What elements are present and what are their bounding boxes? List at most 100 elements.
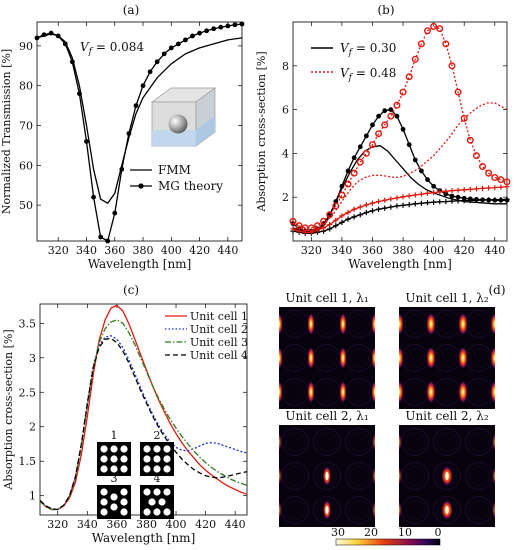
- panel-a-series-2-point: [133, 103, 139, 109]
- field-map-ring: [317, 466, 337, 486]
- unit-cell-hole: [163, 508, 171, 516]
- panel-a-series-2-point: [91, 194, 96, 200]
- panel-b-series-2-point: [363, 133, 369, 139]
- field-map-hotspot: [372, 433, 375, 451]
- panel-b-series-3-point: [351, 214, 357, 220]
- panel-b-series-6-point: [406, 193, 412, 199]
- panel-b-series-3-point: [406, 202, 412, 208]
- panel-d: Unit cell 1, λ₁ Unit cell 1, λ₂ Unit cel…: [279, 291, 495, 546]
- panel-b-series-6-point: [492, 184, 498, 191]
- field-map-hotspot: [307, 347, 315, 369]
- panel-b-series-6-point: [351, 206, 357, 212]
- field-map-hotspot: [399, 467, 402, 485]
- field-map-hotspot: [458, 313, 468, 335]
- panel-b-series-6-point: [320, 225, 327, 231]
- field-map-ring: [405, 466, 425, 486]
- panel-b-series-3-point: [486, 197, 492, 203]
- panel-b-series-3-point: [400, 202, 406, 208]
- panel-c-series-3-line: [39, 319, 248, 511]
- panel-b-series-2-point: [449, 193, 455, 199]
- unit-cell-hole: [143, 455, 151, 463]
- field-map-ring: [349, 466, 369, 486]
- unit-cell-hole: [120, 488, 128, 496]
- panel-b-series-6-point: [498, 184, 504, 190]
- panel-b-xtick-label: 380: [393, 244, 414, 257]
- panel-b-series-5-point: [436, 25, 444, 33]
- field-map-hotspot: [339, 381, 347, 403]
- field-map-ring: [345, 462, 373, 490]
- panel-a-ytick-label: 80: [19, 80, 33, 93]
- panel-b-series-3-point: [339, 219, 345, 225]
- panel-b-series-5-point: [411, 55, 419, 63]
- panel-a-series-2-point: [84, 139, 89, 144]
- panel-b-series-2-point: [357, 144, 363, 150]
- field-map-ring: [437, 500, 457, 520]
- field-map-hotspot: [399, 501, 402, 519]
- panel-b-series-2-line: [292, 108, 507, 232]
- unit-cell-hole: [153, 508, 161, 516]
- panel-d-label: (d): [488, 283, 505, 297]
- panel-b-series-3-point: [437, 199, 443, 205]
- panel-a-series-2-point: [190, 33, 195, 39]
- panel-a-xtick-label: 360: [104, 244, 125, 257]
- panel-b-series-2-point: [419, 168, 424, 174]
- inset-label-4: 4: [154, 472, 161, 485]
- panel-a-series-2-point: [204, 28, 210, 34]
- panel-c-ylabel: Absorption cross-section [%]: [2, 329, 15, 490]
- panel-b-series-6-point: [400, 194, 406, 200]
- inset-label-1: 1: [111, 429, 118, 442]
- panel-b-series-6-point: [363, 202, 369, 208]
- panel-b-series-5-point: [417, 40, 425, 48]
- panel-a-ytick-label: 90: [19, 40, 33, 53]
- panel-b-series-3-point: [455, 198, 461, 204]
- field-map-ring: [313, 462, 341, 490]
- panel-a-ylabel: Normalized Transmission [%]: [0, 49, 13, 214]
- panel-a-series-2-point: [105, 238, 111, 244]
- panel-b-series-5-point: [460, 114, 468, 122]
- field-map-hotspot: [426, 313, 436, 335]
- panel-b-series-6-point: [418, 191, 424, 197]
- panel-c-label: (c): [123, 283, 139, 297]
- panel-b-series-3-point: [443, 198, 449, 205]
- unit-cell-hole: [143, 445, 151, 453]
- unit-cell-hole: [148, 498, 156, 506]
- panel-b-series-3-point: [492, 197, 498, 203]
- unit-cell-hole: [100, 488, 108, 496]
- panel-b-label: (b): [377, 3, 394, 17]
- field-map-hotspot: [279, 467, 282, 485]
- panel-c-ytick-label: 1: [29, 490, 36, 503]
- panel-a-series-2-point: [34, 35, 40, 41]
- panel-a-ytick-label: 60: [19, 159, 33, 172]
- panel-b-series-3-point: [412, 201, 418, 207]
- panel-b-series-5-point: [289, 217, 297, 225]
- panel-b-legend: Vf = 0.30 Vf = 0.48: [311, 41, 396, 83]
- field-map-ring: [317, 500, 337, 520]
- colorbar-tick-0: 0: [435, 526, 442, 539]
- field-map-hotspot: [426, 381, 436, 403]
- field-map-ring: [281, 496, 309, 524]
- panel-b-series-3-point: [357, 212, 363, 218]
- field-map-ring: [317, 382, 337, 402]
- field-map-ring: [465, 496, 493, 524]
- panel-c-series-2-line: [39, 335, 248, 511]
- field-map-ring: [437, 432, 457, 452]
- field-map-ring: [317, 314, 337, 334]
- field-map-hotspot: [371, 347, 375, 369]
- unit-cell-hole: [100, 465, 108, 473]
- unit-cell-hole: [163, 445, 171, 453]
- panel-b-ylabel: Absorption cross-section [%]: [255, 51, 268, 212]
- panel-b-series-2-point: [345, 168, 351, 174]
- panel-b-series-6-point: [431, 190, 437, 196]
- panel-b-series-3-point: [388, 204, 394, 210]
- field-maps: [279, 307, 495, 527]
- panel-b-series-5-point: [368, 141, 376, 149]
- inset-label-2: 2: [154, 429, 161, 442]
- panel-b-series-6-point: [467, 186, 473, 192]
- field-map-hotspot-core: [445, 506, 449, 514]
- panel-b-series-6-point: [345, 209, 351, 216]
- panel-b-series-3-point: [498, 197, 504, 203]
- panel-b-series-2-point: [370, 122, 375, 128]
- panel-b-xlabel: Wavelength [nm]: [348, 257, 452, 271]
- panel-b-series-5-point: [295, 222, 303, 230]
- field-map-ring: [345, 428, 373, 456]
